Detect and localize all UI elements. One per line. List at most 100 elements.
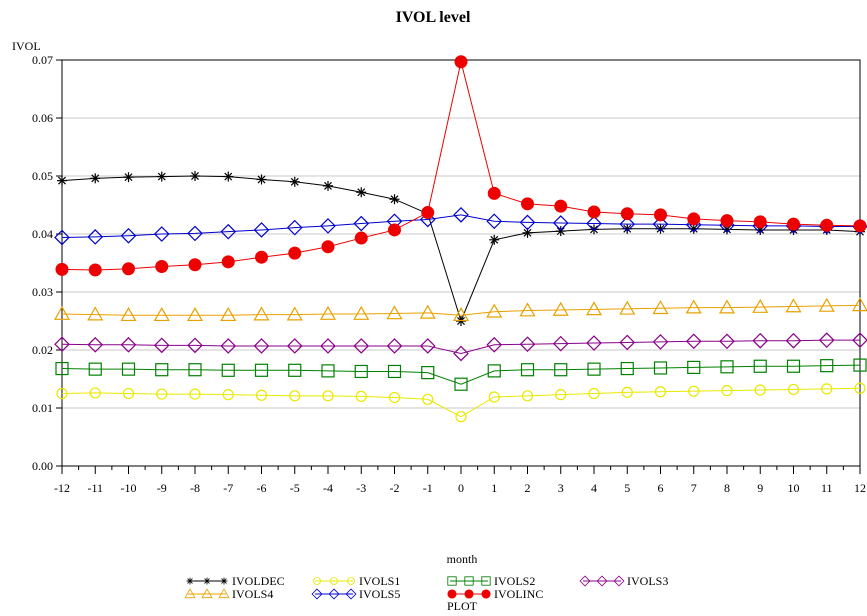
data-point (221, 255, 235, 269)
legend-marker (330, 577, 338, 585)
data-point (289, 390, 301, 402)
data-point (721, 385, 733, 397)
data-point (387, 364, 402, 379)
data-point (587, 205, 601, 219)
data-point (652, 334, 669, 350)
x-tick-label: 4 (591, 481, 597, 495)
data-point (853, 358, 867, 372)
legend-marker (328, 588, 340, 600)
y-tick-label: 0.06 (32, 111, 53, 125)
data-point (120, 336, 137, 353)
data-point (455, 411, 467, 423)
y-tick-label: 0.03 (32, 285, 53, 299)
data-point (452, 306, 470, 322)
legend-item-ivols1: IVOLS1 (313, 574, 400, 588)
data-point (589, 224, 599, 235)
legend-marker (447, 589, 457, 599)
data-point (654, 208, 667, 222)
legend-item-ivols3: IVOLS3 (579, 574, 668, 588)
data-point (421, 206, 435, 220)
data-point (752, 332, 769, 349)
legend-item-ivols4: IVOLS4 (184, 587, 273, 601)
legend-label: IVOLS2 (494, 574, 535, 588)
data-point (619, 300, 636, 315)
data-point (552, 215, 569, 231)
data-point (853, 219, 867, 233)
data-point (586, 215, 602, 232)
x-tick-label: -4 (323, 481, 333, 495)
data-point (255, 389, 268, 401)
data-point (55, 361, 69, 376)
data-point (852, 332, 867, 348)
x-tick-label: 7 (691, 481, 697, 495)
data-point (419, 338, 436, 354)
data-point (454, 55, 468, 69)
plot-frame (61, 59, 861, 467)
x-tick-label: 0 (458, 481, 464, 495)
data-point (818, 332, 835, 348)
data-point (854, 382, 866, 394)
legend-marker (218, 588, 230, 599)
legend-marker (186, 577, 194, 585)
data-point (253, 222, 270, 238)
data-point (189, 388, 201, 400)
x-tick-label: -3 (356, 481, 366, 495)
legend-marker (596, 575, 608, 587)
data-point (453, 207, 469, 223)
data-point (454, 377, 468, 391)
data-point (554, 363, 568, 377)
data-point (289, 176, 300, 187)
data-point (388, 223, 401, 237)
data-point (56, 387, 68, 400)
data-point (354, 231, 368, 245)
data-point (187, 337, 203, 354)
series-ivols2 (55, 358, 867, 391)
legend-marker (464, 589, 474, 599)
legend-marker (220, 577, 228, 585)
x-tick-label: -6 (257, 481, 267, 495)
data-point (453, 345, 469, 362)
data-point (354, 364, 368, 379)
data-point (652, 216, 669, 232)
data-point (286, 306, 303, 321)
x-tick-label: 5 (624, 481, 630, 495)
data-point (554, 199, 568, 213)
legend-marker (184, 588, 196, 599)
data-point (487, 186, 501, 200)
data-point (321, 240, 335, 254)
x-tick-label: 11 (821, 481, 833, 495)
data-point (785, 298, 802, 313)
data-point (320, 218, 336, 234)
series-line (61, 61, 861, 271)
data-point (588, 387, 600, 400)
data-point (87, 306, 104, 321)
data-point (88, 263, 102, 277)
data-point (187, 225, 203, 242)
data-point (288, 363, 302, 377)
legend-label: IVOLS1 (359, 574, 400, 588)
legend-marker (447, 576, 457, 586)
data-point (220, 223, 237, 240)
x-tick-label: 2 (525, 481, 531, 495)
legend: IVOLDEC IVOLS1 IVOLS2 IVOLS3 IVOLS4 IVOLS5 IVO… (184, 574, 668, 601)
data-point (220, 306, 237, 322)
data-point (521, 197, 534, 211)
data-point (353, 215, 370, 232)
axes: 0.000.010.020.030.040.050.060.07-12 -11 -1… (32, 53, 866, 495)
legend-label: IVOLS3 (627, 574, 668, 588)
data-point (122, 262, 135, 276)
x-tick-label: -5 (290, 481, 300, 495)
data-point (153, 337, 170, 354)
legend-item-ivols2: IVOLS2 (447, 574, 535, 588)
x-tick-label: -12 (54, 481, 70, 495)
legend-label: IVOLINC (494, 587, 543, 601)
data-point (486, 213, 503, 230)
data-point (489, 234, 500, 245)
data-point (188, 363, 202, 377)
x-tick-label: 10 (788, 481, 800, 495)
x-tick-label: -2 (390, 481, 400, 495)
data-point (521, 390, 534, 402)
data-point (519, 336, 536, 353)
chart-title: IVOL level (396, 9, 471, 26)
x-tick-label: -10 (121, 481, 137, 495)
